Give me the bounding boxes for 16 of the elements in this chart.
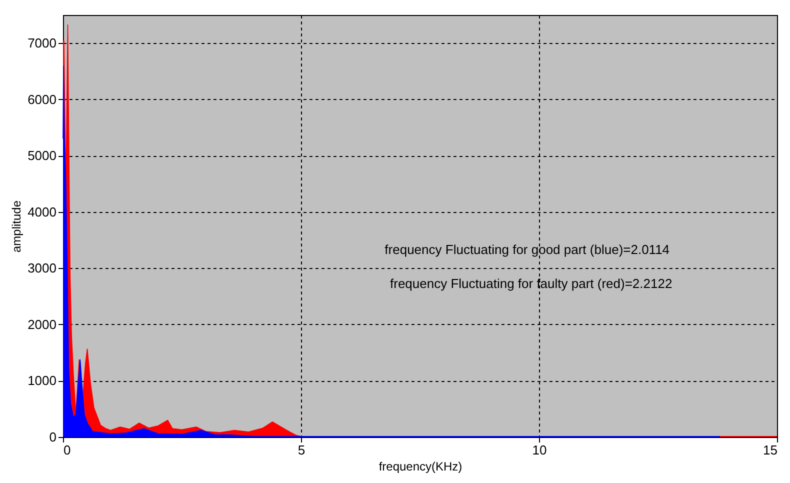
y-tick-label: 1000 [28, 373, 56, 388]
y-tick-label: 0 [49, 430, 56, 444]
annotation: frequency Fluctuating for faulty part (red)=2.2122 [390, 276, 672, 292]
x-tick-label: 10 [532, 442, 547, 458]
y-tick-label: 2000 [28, 316, 56, 332]
x-tick-label: 15 [763, 442, 778, 458]
annotation: frequency Fluctuating for good part (blue)=2.0114 [384, 242, 670, 258]
y-tick-label: 3000 [28, 260, 56, 276]
x-axis-title: frequency(KHz) [378, 460, 462, 474]
y-axis-title: amplitude [10, 200, 24, 253]
y-tick-label: 5000 [28, 148, 56, 164]
y-tick-label: 4000 [28, 204, 56, 220]
y-tick-label: 7000 [28, 36, 56, 51]
x-tick-label: 5 [298, 442, 306, 458]
y-tick-label: 6000 [28, 92, 56, 107]
x-tick-label: 0 [64, 442, 71, 458]
